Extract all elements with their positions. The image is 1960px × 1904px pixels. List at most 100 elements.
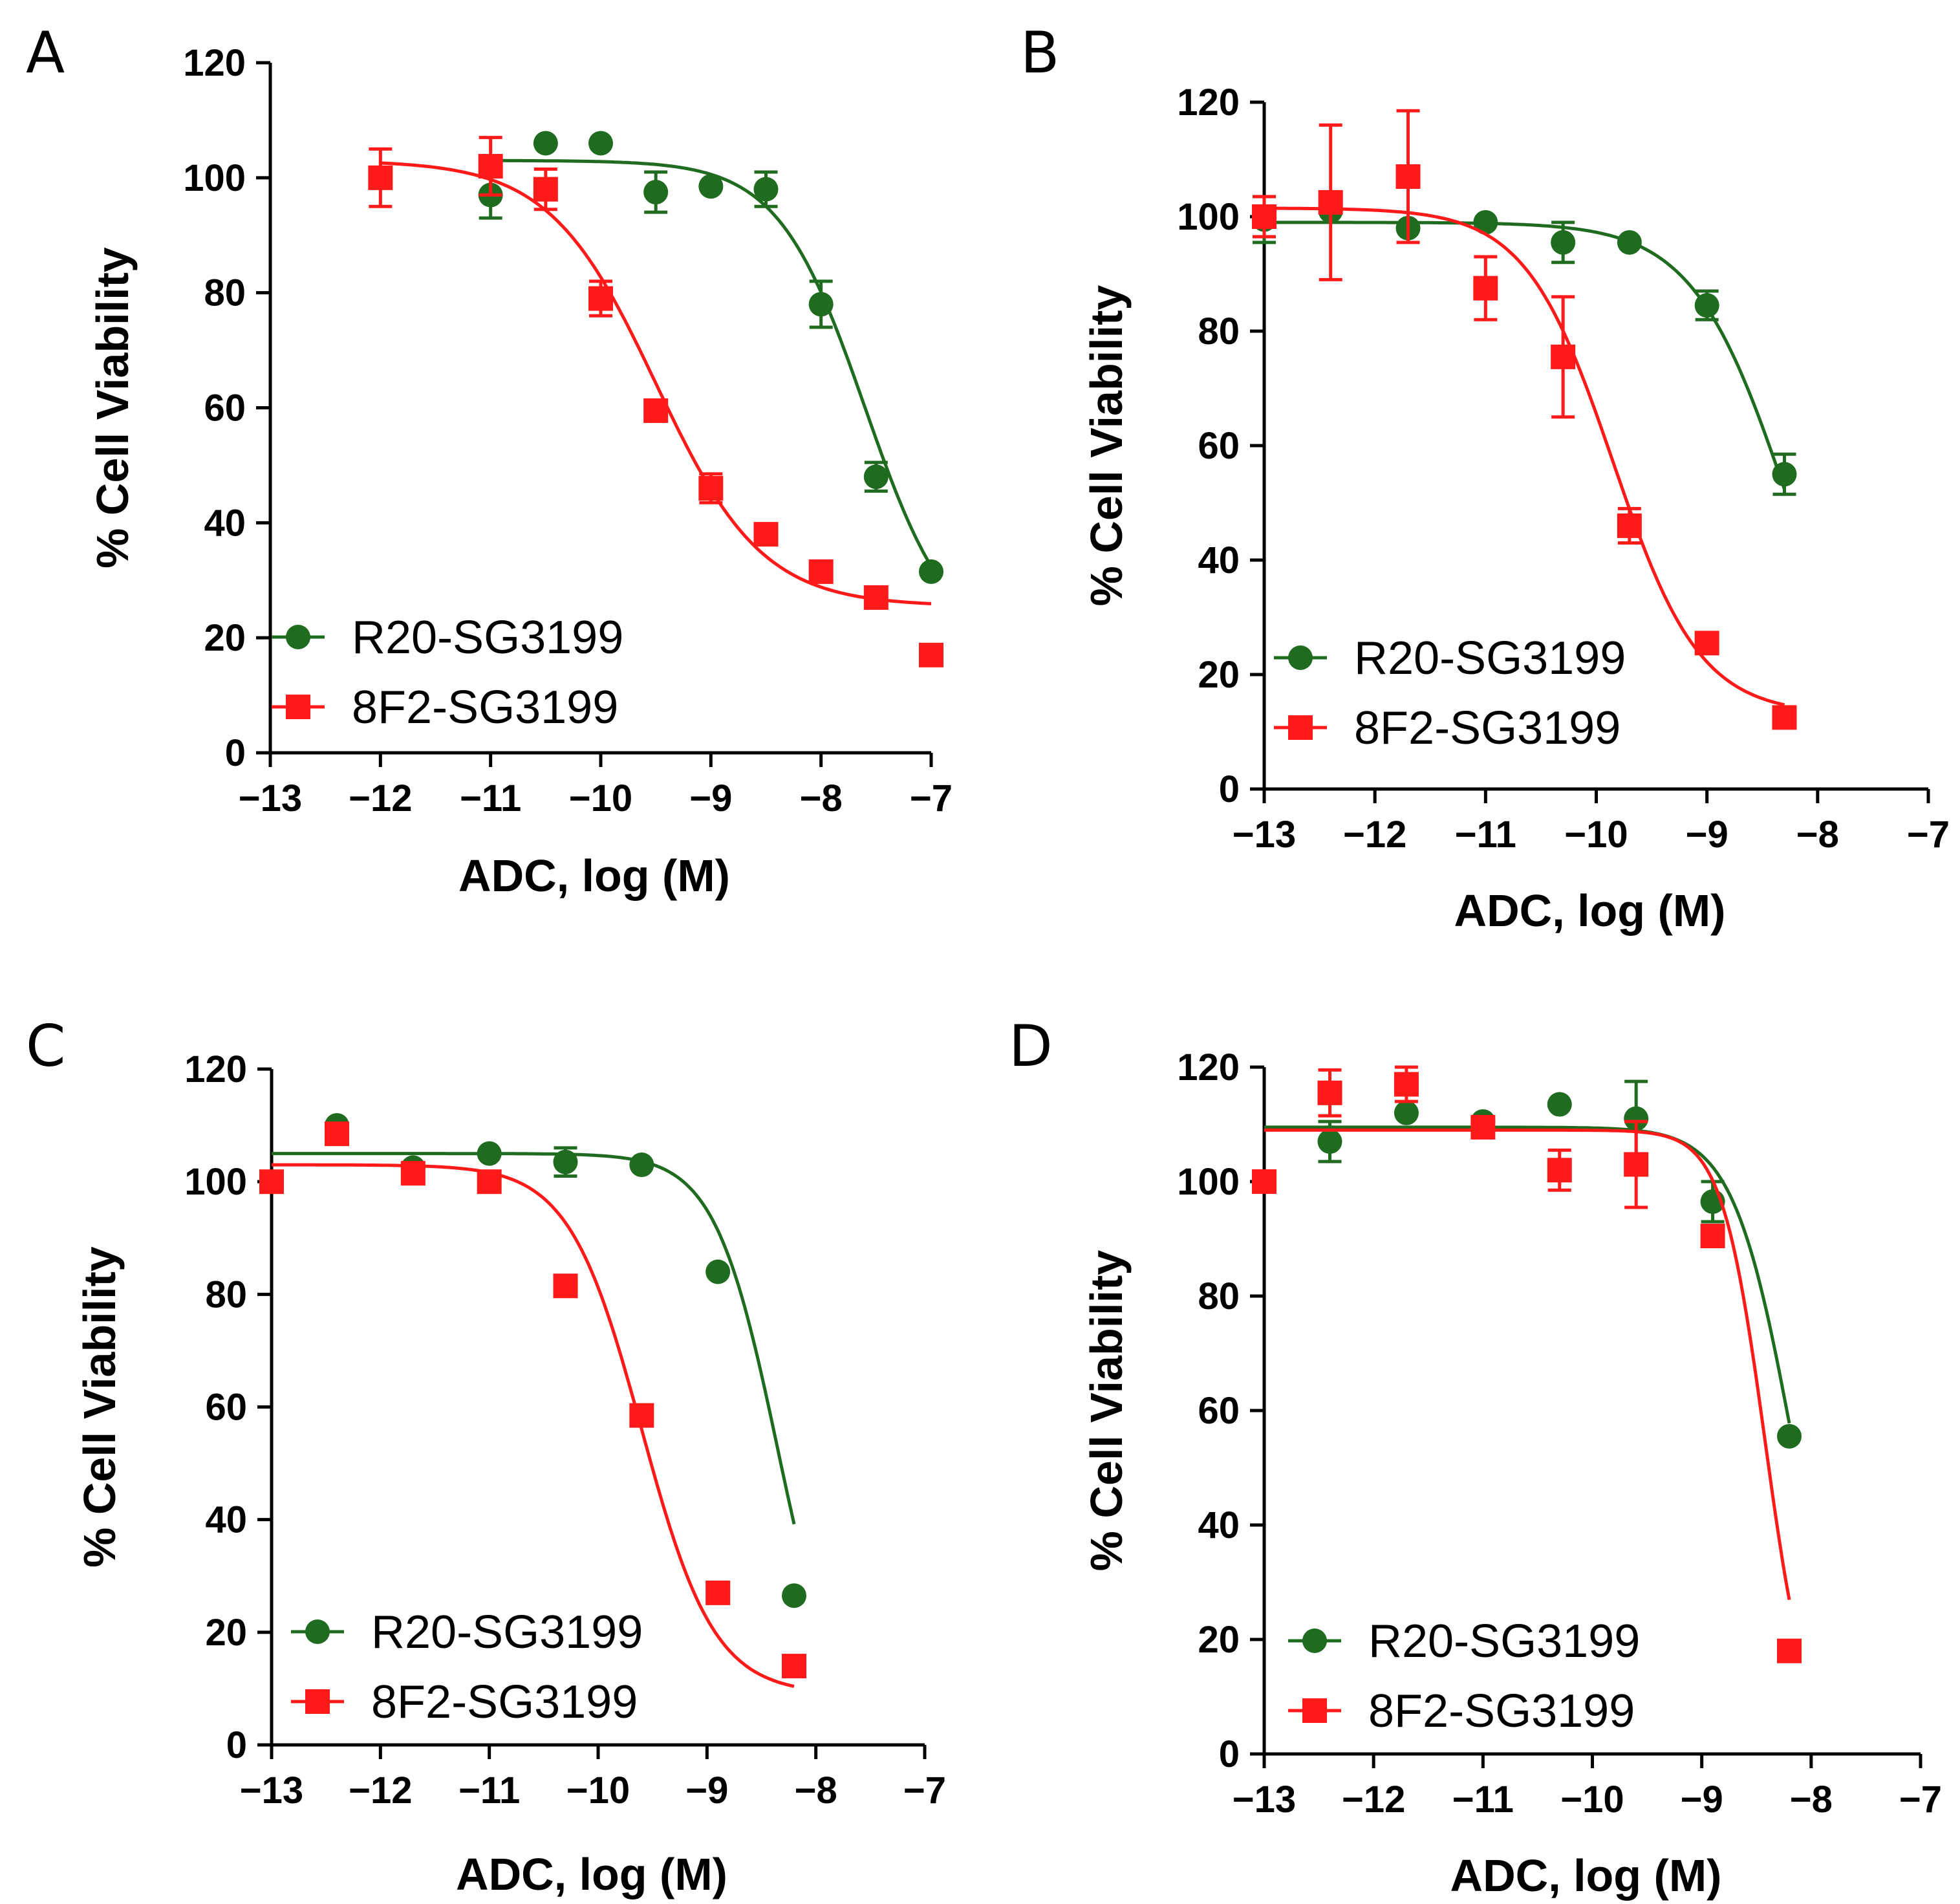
data-point (705, 1259, 731, 1284)
y-tick-label: 0 (226, 1724, 247, 1766)
data-point (588, 286, 613, 311)
series-square (259, 1121, 806, 1688)
data-point (477, 1141, 502, 1166)
data-point (1252, 1169, 1276, 1194)
legend-entry: R20-SG3199 (291, 1606, 643, 1658)
y-tick-label: 120 (184, 1048, 247, 1090)
x-tick-label: −13 (240, 1769, 303, 1812)
x-tick-label: −11 (1452, 1779, 1514, 1821)
y-tick-label: 120 (1177, 81, 1240, 124)
data-point (629, 1403, 654, 1428)
legend-marker-square (1302, 1698, 1327, 1723)
x-tick-label: −8 (795, 1769, 837, 1812)
x-axis-title: ADC, log (M) (1454, 885, 1726, 936)
data-point (1617, 513, 1642, 538)
x-tick-label: −12 (349, 777, 412, 819)
x-tick-label: −9 (1686, 814, 1728, 856)
fit-curve (1264, 221, 1786, 490)
chart-panel-b: B −13 −12 −11 −10 −9 −8 −7 0 20 40 60 80 100 120 ADC, l… (1020, 19, 1950, 936)
x-tick-label: −9 (685, 1769, 728, 1812)
y-tick-label: 80 (1198, 1275, 1240, 1317)
data-point (1318, 189, 1343, 215)
y-tick-label: 20 (204, 617, 246, 659)
x-tick-label: −7 (903, 1769, 946, 1812)
fit-curve (1264, 206, 1785, 707)
x-tick-label: −12 (1343, 814, 1406, 856)
data-point (1700, 1224, 1725, 1249)
data-point (1772, 705, 1797, 730)
x-axis-title: ADC, log (M) (456, 1849, 727, 1899)
y-tick-label: 100 (184, 1161, 247, 1203)
legend-entry: 8F2-SG3199 (291, 1676, 638, 1728)
data-point (1551, 344, 1576, 369)
data-point (1547, 1092, 1572, 1117)
data-point (553, 1273, 578, 1299)
y-tick-label: 20 (205, 1612, 247, 1654)
data-point (1777, 1638, 1802, 1663)
x-tick-label: −10 (566, 1769, 630, 1812)
x-tick-label: −8 (1796, 814, 1839, 856)
data-point (1252, 204, 1276, 229)
y-axis-title: % Cell Viability (87, 247, 138, 568)
x-tick-label: −8 (1790, 1779, 1833, 1821)
legend-entry: R20-SG3199 (1288, 1616, 1640, 1667)
data-point (1551, 230, 1576, 255)
series-square (368, 136, 943, 667)
data-point (477, 1169, 502, 1195)
series-circle (1252, 195, 1797, 496)
data-point (753, 177, 779, 202)
fit-curve (1264, 1125, 1791, 1424)
data-point (643, 398, 669, 423)
data-point (1394, 1100, 1419, 1125)
data-point (863, 464, 888, 490)
fit-curve (380, 161, 932, 605)
x-tick-label: −10 (1564, 814, 1628, 856)
x-tick-label: −7 (1899, 1779, 1942, 1821)
y-tick-label: 80 (204, 272, 246, 314)
y-tick-label: 0 (225, 732, 246, 774)
legend-label: R20-SG3199 (1354, 633, 1626, 684)
x-tick-label: −12 (1342, 1779, 1405, 1821)
legend-label: 8F2-SG3199 (1368, 1685, 1635, 1737)
data-point (1547, 1158, 1572, 1183)
y-tick-label: 0 (1219, 768, 1240, 810)
legend-marker-circle (305, 1619, 330, 1644)
legend-label: R20-SG3199 (371, 1606, 643, 1658)
panel-label: B (1020, 19, 1059, 86)
y-tick-label: 40 (1198, 539, 1240, 581)
legend-label: 8F2-SG3199 (352, 682, 618, 733)
data-point (643, 180, 669, 205)
x-tick-label: −12 (349, 1769, 412, 1812)
legend-entry: 8F2-SG3199 (272, 682, 618, 733)
data-point (553, 1149, 578, 1174)
y-tick-label: 60 (1198, 1390, 1240, 1432)
legend-entry: 8F2-SG3199 (1288, 1685, 1635, 1737)
chart-panel-c: C −13 −12 −11 −10 −9 −8 −7 0 20 40 60 80 100 120 ADC, l… (26, 1013, 946, 1899)
legend-label: R20-SG3199 (1368, 1616, 1640, 1667)
x-tick-label: −8 (800, 777, 843, 819)
y-tick-label: 60 (204, 387, 246, 429)
data-point (1617, 230, 1642, 255)
x-tick-label: −10 (569, 777, 632, 819)
x-tick-label: −11 (458, 1769, 520, 1812)
panel-label: A (26, 19, 65, 86)
y-tick-label: 60 (1198, 425, 1240, 467)
y-tick-label: 40 (205, 1499, 247, 1541)
legend-marker-circle (286, 625, 310, 649)
fit-curve (272, 1152, 796, 1525)
legend-marker-square (1288, 715, 1313, 740)
y-tick-label: 100 (183, 157, 246, 199)
y-tick-label: 60 (205, 1387, 247, 1429)
data-point (808, 292, 834, 317)
data-point (1694, 293, 1719, 318)
data-point (1394, 1072, 1419, 1097)
legend-marker-square (305, 1689, 330, 1714)
legend-entry: R20-SG3199 (1274, 633, 1626, 684)
data-point (1317, 1080, 1342, 1105)
data-point (325, 1121, 349, 1147)
data-point (1473, 276, 1498, 301)
series-square (1252, 1065, 1802, 1663)
x-tick-label: −13 (239, 777, 302, 819)
fit-curve (272, 1163, 795, 1688)
